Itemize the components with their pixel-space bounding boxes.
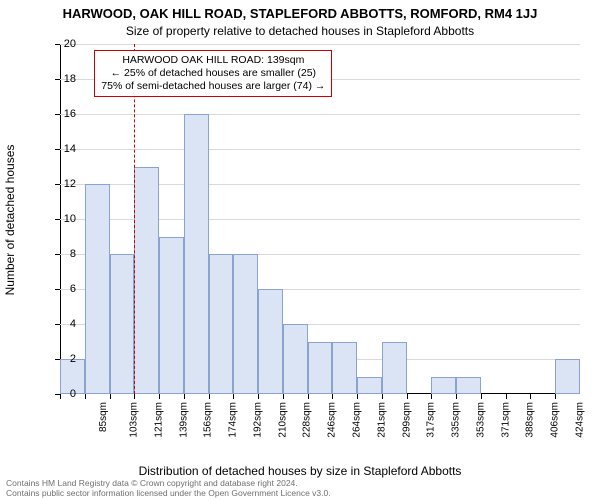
gridline [60,114,580,115]
chart-title-main: HARWOOD, OAK HILL ROAD, STAPLEFORD ABBOT… [0,6,600,21]
gridline [60,149,580,150]
callout-box: HARWOOD OAK HILL ROAD: 139sqm← 25% of de… [94,50,332,97]
chart-title-sub: Size of property relative to detached ho… [0,24,600,38]
x-tick-label: 174sqm [228,402,239,438]
x-tick-label: 121sqm [153,402,164,438]
x-tick-label: 317sqm [426,402,437,438]
x-tick-label: 156sqm [203,402,214,438]
x-tick [184,394,185,399]
bar [258,289,283,394]
x-tick-label: 264sqm [352,402,363,438]
bar [283,324,308,394]
footer-attribution: Contains HM Land Registry data © Crown c… [6,479,331,498]
x-tick [110,394,111,399]
y-tick-label: 18 [36,73,76,85]
y-tick-label: 4 [36,318,76,330]
footer-line-2: Contains public sector information licen… [6,489,331,498]
x-tick-label: 210sqm [277,402,288,438]
bar [159,237,184,395]
y-tick-label: 2 [36,353,76,365]
bar [357,377,382,395]
bar [184,114,209,394]
x-tick [481,394,482,399]
x-tick [283,394,284,399]
bar [134,167,159,395]
bar [382,342,407,395]
y-tick-label: 12 [36,178,76,190]
x-tick [332,394,333,399]
x-tick [382,394,383,399]
x-tick [431,394,432,399]
x-tick-label: 299sqm [401,402,412,438]
y-tick-label: 10 [36,213,76,225]
x-tick-label: 281sqm [376,402,387,438]
x-tick-label: 228sqm [302,402,313,438]
bar [110,254,135,394]
y-tick-label: 6 [36,283,76,295]
x-tick [233,394,234,399]
y-tick-label: 8 [36,248,76,260]
x-axis-label: Distribution of detached houses by size … [0,464,600,478]
bar [555,359,580,394]
x-tick-label: 139sqm [178,402,189,438]
x-tick-label: 353sqm [475,402,486,438]
callout-line-1: HARWOOD OAK HILL ROAD: 139sqm [101,54,325,67]
callout-line-3: 75% of semi-detached houses are larger (… [101,80,325,93]
bar [233,254,258,394]
bar [431,377,456,395]
x-tick [357,394,358,399]
y-tick-label: 20 [36,38,76,50]
bar [209,254,234,394]
x-tick-label: 103sqm [129,402,140,438]
x-tick [209,394,210,399]
x-tick [258,394,259,399]
x-tick [555,394,556,399]
bar [456,377,481,395]
x-tick [456,394,457,399]
x-tick [506,394,507,399]
bar [308,342,333,395]
x-tick-label: 85sqm [98,402,109,432]
x-tick-label: 371sqm [500,402,511,438]
y-axis-label: Number of detached houses [3,145,17,296]
bar [332,342,357,395]
x-tick [134,394,135,399]
x-tick [85,394,86,399]
callout-line-2: ← 25% of detached houses are smaller (25… [101,67,325,80]
y-tick-label: 14 [36,143,76,155]
x-tick [407,394,408,399]
x-tick-label: 406sqm [550,402,561,438]
x-tick-label: 388sqm [525,402,536,438]
y-tick-label: 0 [36,388,76,400]
x-tick-label: 424sqm [574,402,585,438]
x-tick [530,394,531,399]
x-tick [308,394,309,399]
gridline [60,44,580,45]
y-tick-label: 16 [36,108,76,120]
bar [85,184,110,394]
x-tick-label: 246sqm [327,402,338,438]
x-tick [159,394,160,399]
x-tick-label: 335sqm [451,402,462,438]
x-tick-label: 192sqm [253,402,264,438]
